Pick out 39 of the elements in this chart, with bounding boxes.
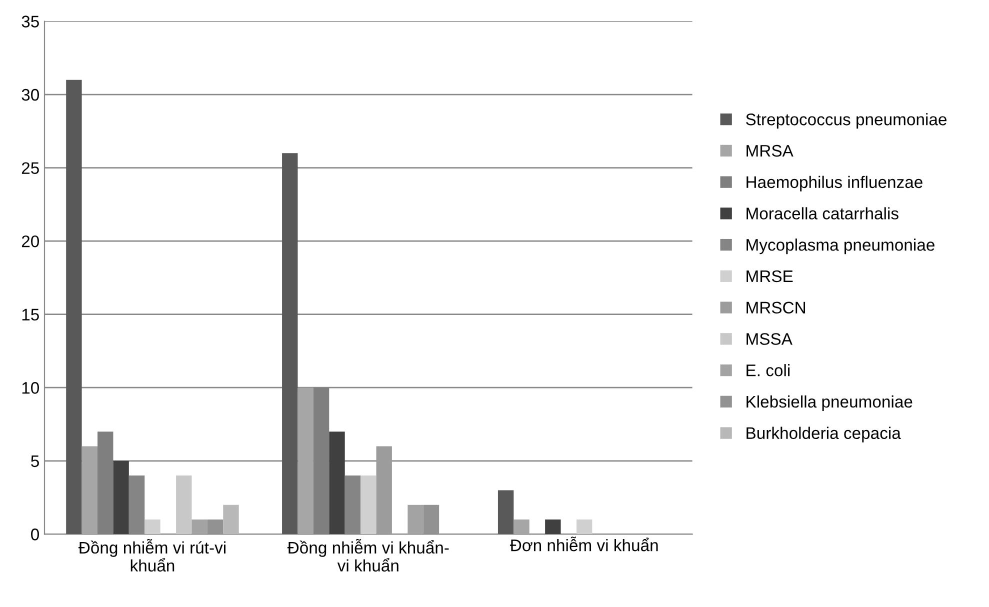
bar bbox=[66, 80, 82, 534]
x-tick-label: Đồng nhiễm vi khuẩn-vi khuẩn bbox=[287, 539, 449, 572]
bar bbox=[282, 153, 298, 534]
y-tick-label: 10 bbox=[22, 382, 39, 394]
y-tick-label: 5 bbox=[31, 455, 39, 468]
legend-label: MRSA bbox=[746, 144, 794, 157]
x-tick-label: Đồng nhiễm vi rút-vi khuẩn bbox=[78, 539, 226, 572]
bar bbox=[576, 520, 592, 534]
legend-label: MRSE bbox=[746, 270, 793, 282]
bar bbox=[545, 520, 561, 534]
legend-label: MRSCN bbox=[746, 302, 806, 314]
legend-label: Streptococcus pneumoniae bbox=[746, 113, 946, 129]
y-tick-label: 35 bbox=[22, 16, 39, 28]
y-tick-label: 25 bbox=[22, 162, 39, 174]
y-tick-label: 30 bbox=[22, 88, 39, 101]
y-tick-label: 20 bbox=[22, 235, 39, 248]
legend-label: E. coli bbox=[746, 364, 790, 376]
bar bbox=[498, 490, 514, 534]
bar bbox=[192, 520, 208, 534]
bar bbox=[298, 388, 314, 534]
legend-label: Haemophilus influenzae bbox=[746, 176, 922, 192]
legend-label: Klebsiella pneumoniae bbox=[746, 395, 912, 411]
bar bbox=[329, 432, 345, 534]
bar bbox=[176, 476, 192, 534]
legend-label: MSSA bbox=[746, 333, 792, 345]
legend-label: Burkholderia cepacia bbox=[746, 426, 901, 442]
bar bbox=[376, 446, 392, 534]
bar bbox=[82, 446, 98, 534]
legend-label: Mycoplasma pneumoniae bbox=[746, 238, 934, 254]
bar bbox=[113, 460, 129, 534]
bar bbox=[408, 504, 424, 534]
bar bbox=[514, 520, 530, 534]
x-tick-label: Đơn nhiễm vi khuẩn bbox=[510, 536, 658, 552]
bar bbox=[360, 476, 376, 534]
bar bbox=[223, 504, 239, 534]
bar bbox=[144, 520, 160, 534]
y-tick-label: 15 bbox=[22, 308, 39, 321]
legend-label: Moracella catarrhalis bbox=[746, 207, 898, 220]
y-tick-label: 0 bbox=[31, 528, 39, 540]
